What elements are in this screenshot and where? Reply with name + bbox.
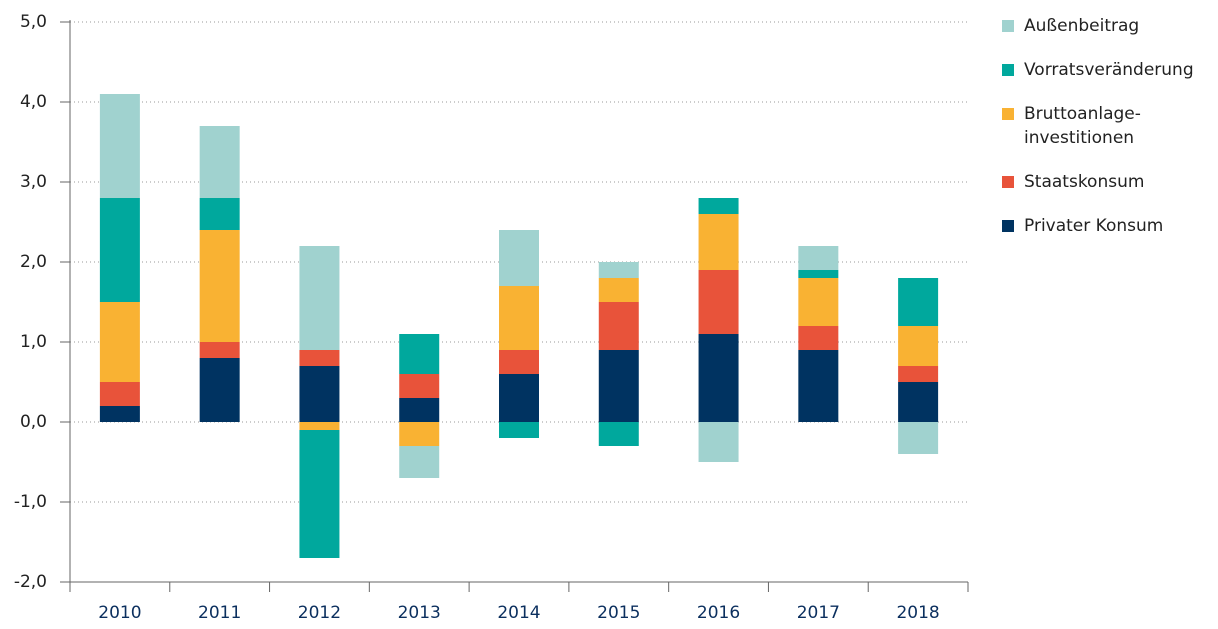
y-tick-label: 0,0 [20, 412, 47, 432]
bar-segment [598, 350, 639, 422]
y-tick-label: -1,0 [14, 492, 47, 512]
legend-swatch [1002, 20, 1014, 32]
bar-segment [199, 198, 240, 230]
bar-segment [199, 230, 240, 342]
x-tick-label: 2018 [896, 603, 939, 623]
bar-segment [598, 302, 639, 350]
x-tick-label: 2013 [398, 603, 441, 623]
x-tick-label: 2017 [797, 603, 840, 623]
legend-item: Bruttoanlage-investitionen [1002, 102, 1212, 150]
x-tick-label: 2010 [98, 603, 141, 623]
bar-segment [99, 198, 140, 302]
bar-segment [798, 270, 839, 278]
x-tick-label: 2011 [198, 603, 241, 623]
legend-label: Außenbeitrag [1024, 16, 1140, 36]
bar-segment [798, 246, 839, 270]
bar-segment [499, 422, 539, 438]
x-tick-label: 2016 [697, 603, 740, 623]
x-tick-label: 2015 [597, 603, 640, 623]
bar-segment [99, 302, 140, 382]
bar-segment [499, 350, 539, 374]
bar-segment [499, 374, 539, 422]
bar-segment [199, 358, 240, 422]
legend-label: Bruttoanlage-investitionen [1024, 104, 1141, 148]
bar-segment [698, 214, 739, 270]
legend-item: Vorratsveränderung [1002, 58, 1212, 82]
bar-segment [499, 286, 539, 350]
legend-item: Privater Konsum [1002, 214, 1212, 238]
bar-segment [898, 382, 939, 422]
bar-segment [598, 422, 639, 446]
legend-label: Privater Konsum [1024, 216, 1164, 236]
legend-item: Außenbeitrag [1002, 14, 1212, 38]
legend: Außenbeitrag Vorratsveränderung Bruttoanla… [1002, 14, 1212, 258]
bar-segment [399, 398, 440, 422]
bar-segment [898, 326, 939, 366]
bar-segment [299, 430, 340, 558]
bar-segment [698, 270, 739, 334]
legend-label: Vorratsveränderung [1024, 60, 1194, 80]
y-tick-label: -2,0 [14, 572, 47, 592]
bar-segment [199, 342, 240, 358]
bar-segment [698, 334, 739, 422]
bar-segment [399, 334, 440, 374]
bar-segment [798, 278, 839, 326]
bar-segment [299, 350, 340, 366]
bar-segment [399, 446, 440, 478]
bar-segment [299, 246, 340, 350]
y-tick-label: 5,0 [20, 12, 47, 32]
bar-segment [898, 366, 939, 382]
bar-segment [898, 278, 939, 326]
legend-label: Staatskonsum [1024, 172, 1145, 192]
legend-swatch [1002, 176, 1014, 188]
bar-segment [199, 126, 240, 198]
bar-segment [499, 230, 539, 286]
bar-segment [299, 366, 340, 422]
bar-segment [698, 198, 739, 214]
legend-swatch [1002, 108, 1014, 120]
bar-segment [798, 326, 839, 350]
bar-segment [99, 382, 140, 406]
bar-segment [299, 422, 340, 430]
bar-segment [598, 278, 639, 302]
legend-swatch [1002, 64, 1014, 76]
y-tick-label: 1,0 [20, 332, 47, 352]
y-tick-label: 3,0 [20, 172, 47, 192]
bar-segment [399, 374, 440, 398]
bar-segment [898, 422, 939, 454]
y-tick-label: 2,0 [20, 252, 47, 272]
bar-segment [598, 262, 639, 278]
bar-segment [698, 422, 739, 462]
bar-segment [99, 406, 140, 422]
bar-segment [399, 422, 440, 446]
legend-swatch [1002, 220, 1014, 232]
bar-segment [798, 350, 839, 422]
x-tick-label: 2012 [298, 603, 341, 623]
y-tick-label: 4,0 [20, 92, 47, 112]
legend-item: Staatskonsum [1002, 170, 1212, 194]
bar-segment [99, 94, 140, 198]
x-tick-label: 2014 [497, 603, 540, 623]
